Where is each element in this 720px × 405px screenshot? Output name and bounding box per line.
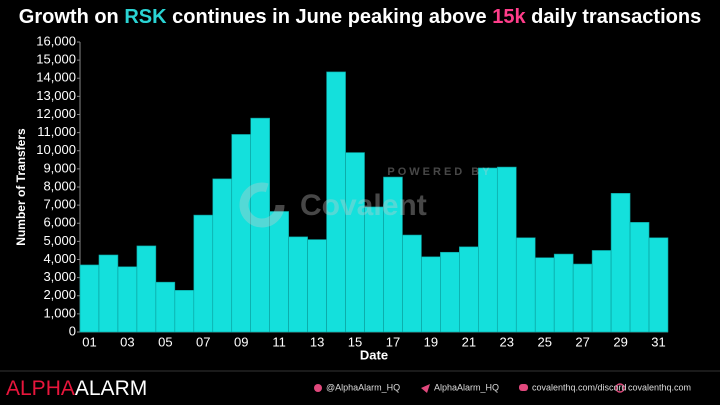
bar	[136, 245, 157, 333]
y-tick-label: 16,000	[36, 33, 76, 48]
telegram-icon	[421, 384, 430, 393]
title-part: ALPHA	[6, 377, 75, 400]
bar	[440, 251, 460, 333]
y-tick-label: 10,000	[36, 142, 76, 157]
web-icon	[615, 383, 625, 393]
bar	[212, 178, 233, 333]
chart-title: Growth on RSK continues in June peaking …	[19, 6, 701, 28]
bar	[572, 263, 593, 333]
y-tick-label: 13,000	[36, 88, 76, 103]
y-tick-label: 1,000	[43, 305, 76, 320]
bar	[591, 250, 612, 333]
discord-icon	[519, 384, 528, 391]
title-part: daily transactions	[526, 6, 702, 28]
bar	[459, 246, 479, 333]
x-tick-label: 05	[158, 334, 172, 349]
x-tick-label: 21	[462, 334, 476, 349]
x-tick-label: 17	[386, 334, 400, 349]
x-tick-label: 15	[348, 334, 362, 349]
bar	[269, 211, 289, 333]
y-tick-label: 9,000	[43, 160, 76, 175]
footer-link: AlphaAlarm_HQ	[434, 382, 499, 392]
x-tick-label: 09	[234, 334, 248, 349]
bar	[345, 152, 365, 333]
watermark-brand: Covalent	[300, 189, 427, 222]
bar	[478, 167, 498, 333]
bar	[402, 234, 422, 333]
x-tick-label: 03	[120, 334, 134, 349]
x-tick-label: 19	[424, 334, 438, 349]
y-tick-label: 4,000	[43, 251, 76, 266]
y-tick-label: 7,000	[43, 197, 76, 212]
title-part: ALARM	[75, 377, 147, 400]
bar	[534, 257, 555, 333]
y-tick-label: 6,000	[43, 215, 76, 230]
bar	[610, 193, 631, 333]
x-tick-label: 23	[500, 334, 514, 349]
watermark-logo	[239, 182, 285, 228]
y-tick-label: 0	[69, 323, 76, 338]
y-tick-label: 15,000	[36, 52, 76, 67]
bar	[98, 254, 119, 333]
bar	[496, 166, 517, 333]
y-tick-label: 12,000	[36, 106, 76, 121]
title-part: Growth on	[19, 6, 125, 28]
y-tick-label: 3,000	[43, 269, 76, 284]
twitter-icon	[314, 384, 322, 392]
bar	[307, 239, 327, 333]
x-tick-label: 27	[575, 334, 589, 349]
bar	[364, 206, 384, 333]
bar	[515, 237, 536, 333]
footer-icons	[314, 383, 625, 393]
title-part: continues in June peaking above	[167, 6, 493, 28]
bar	[629, 222, 650, 333]
bar	[174, 290, 195, 333]
bar	[231, 134, 252, 333]
footer-link: covalenthq.com	[628, 382, 691, 392]
title-part: RSK	[124, 6, 167, 28]
bar	[79, 264, 100, 333]
bar	[155, 281, 176, 333]
y-tick-label: 14,000	[36, 70, 76, 85]
y-tick-label: 11,000	[37, 124, 76, 139]
bar	[117, 266, 138, 333]
bar	[553, 253, 574, 333]
x-axis-label: Date	[360, 347, 388, 362]
bar	[421, 256, 441, 333]
footer-brand: ALPHAALARM	[6, 377, 147, 400]
x-tick-label: 31	[651, 334, 665, 349]
y-tick-label: 2,000	[43, 287, 76, 302]
x-tick-label: 01	[82, 334, 96, 349]
footer-link: covalenthq.com/discord	[532, 382, 627, 392]
watermark: POWERED BY Covalent	[239, 166, 492, 228]
watermark-top: POWERED BY	[387, 166, 492, 178]
x-tick-label: 29	[613, 334, 627, 349]
x-tick-label: 11	[272, 334, 286, 349]
x-tick-label: 25	[537, 334, 551, 349]
y-tick-label: 8,000	[43, 178, 76, 193]
x-tick-label: 13	[310, 334, 324, 349]
bar	[193, 214, 214, 333]
title-part: 15k	[492, 6, 526, 28]
y-axis-label: Number of Transfers	[14, 128, 28, 246]
footer-link: @AlphaAlarm_HQ	[326, 382, 400, 392]
y-tick-label: 5,000	[43, 233, 76, 248]
x-tick-label: 07	[196, 334, 210, 349]
bar	[648, 237, 669, 333]
bar	[288, 236, 308, 333]
